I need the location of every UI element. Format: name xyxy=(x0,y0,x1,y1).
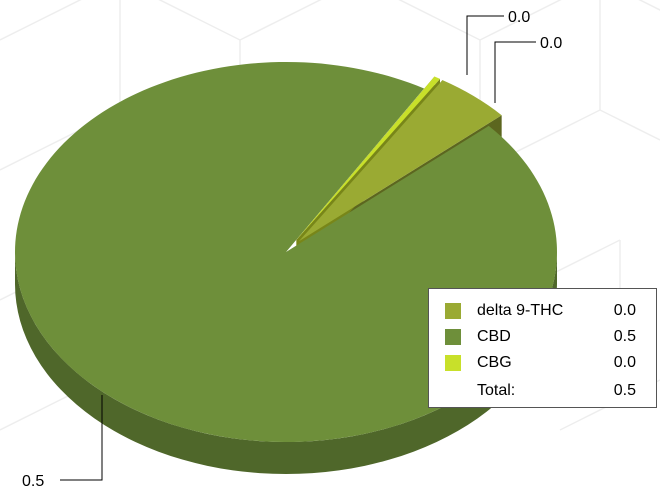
background-line xyxy=(0,0,82,41)
pie-slice-delta-9-thc xyxy=(298,80,502,242)
background-line xyxy=(239,0,322,41)
background-line xyxy=(398,0,481,41)
callouts: 0.0 0.0 0.5 xyxy=(22,9,562,490)
background-line xyxy=(479,0,562,41)
legend-label: delta 9-THC xyxy=(477,302,564,319)
legend-row: CBG 0.0 xyxy=(429,353,656,375)
data-label-cbd: 0.5 xyxy=(22,473,44,490)
legend-total-label: Total: xyxy=(477,382,516,399)
callout-line xyxy=(494,41,536,103)
legend-swatch-cbg xyxy=(445,355,461,371)
background-line xyxy=(158,0,241,41)
background-line xyxy=(599,109,660,141)
legend: delta 9-THC 0.0 CBD 0.5 CBG 0.0 Total: 0… xyxy=(428,288,657,408)
pie-side-cbd xyxy=(15,252,557,474)
legend-total-value: 0.5 xyxy=(613,382,636,399)
legend-value: 0.0 xyxy=(613,302,636,319)
legend-label: CBD xyxy=(477,328,511,345)
legend-value: 0.0 xyxy=(613,354,636,371)
pie-slice-cbg xyxy=(296,76,441,241)
data-label-delta-9-thc: 0.0 xyxy=(540,35,562,52)
legend-row-total: Total: 0.5 xyxy=(429,381,656,403)
callout-line xyxy=(60,395,103,481)
legend-row: CBD 0.5 xyxy=(429,327,656,349)
pie-tops xyxy=(15,61,557,443)
data-label-cbg: 0.0 xyxy=(508,9,530,26)
legend-row: delta 9-THC 0.0 xyxy=(429,301,656,323)
background-line xyxy=(638,0,660,11)
callout-line xyxy=(466,15,504,75)
legend-swatch-delta-9-thc xyxy=(445,303,461,319)
pie-slice-cbd xyxy=(15,61,557,443)
legend-label: CBG xyxy=(477,354,512,371)
legend-swatch-cbd xyxy=(445,329,461,345)
legend-value: 0.5 xyxy=(613,328,636,345)
